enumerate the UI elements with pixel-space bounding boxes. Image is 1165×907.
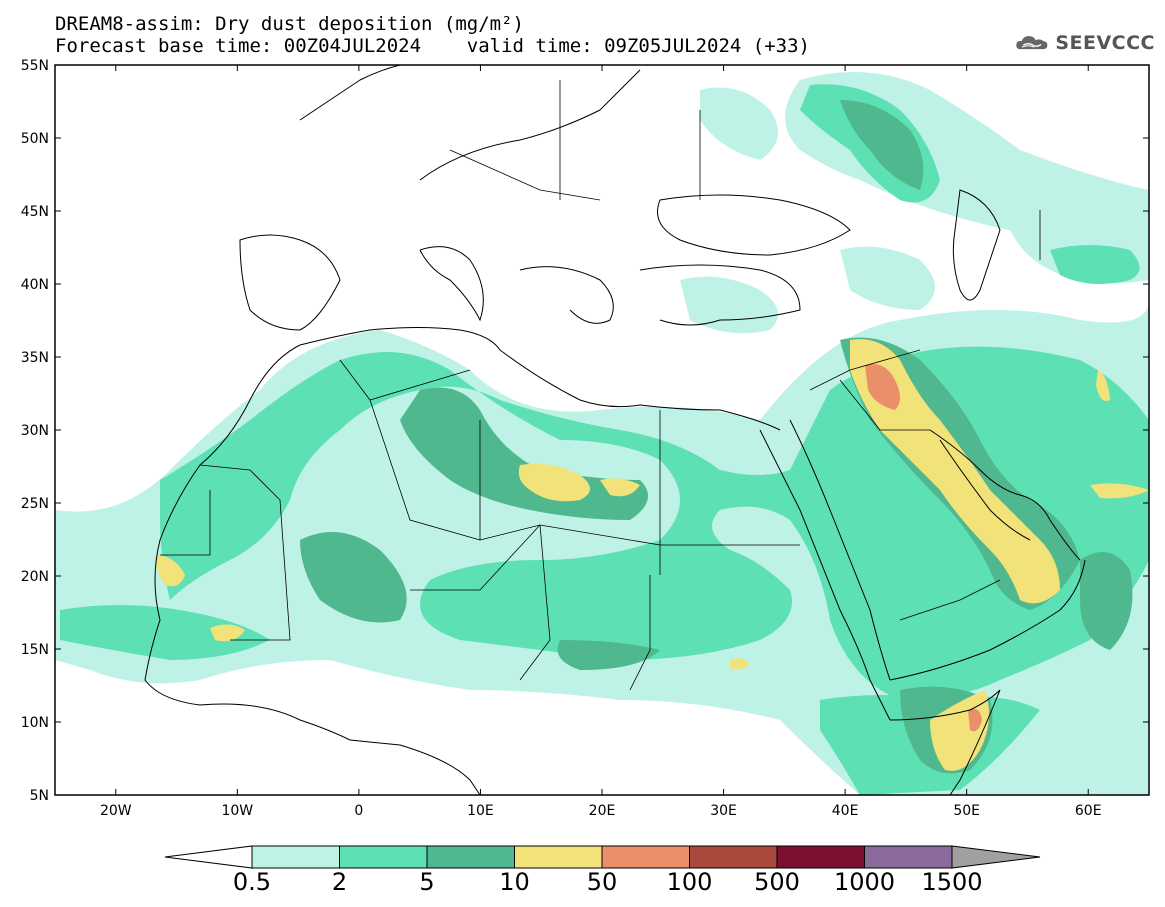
colorbar-label: 50 (587, 868, 618, 896)
coastlines (144, 65, 1086, 795)
logo-text: SEEVCCC (1055, 32, 1155, 54)
colorbar-swatch (426, 845, 515, 869)
lon-tick-label: 30E (710, 803, 737, 819)
colorbar-swatch (251, 845, 340, 869)
lat-tick-label: 50N (21, 131, 49, 147)
colorbar-under-triangle (164, 845, 253, 869)
longitude-ticks (115, 65, 1089, 795)
lat-tick-label: 10N (21, 715, 49, 731)
lat-tick-label: 30N (21, 423, 49, 439)
colorbar-label: 500 (754, 868, 800, 896)
lon-tick-label: 60E (1075, 803, 1102, 819)
seevccc-logo: SEEVCCC (1015, 28, 1155, 58)
colorbar-label: 5 (419, 868, 434, 896)
latitude-labels: 5N 10N 15N 20N 25N 30N 35N 40N 45N 50N 55N (21, 58, 49, 804)
lon-tick-label: 20E (589, 803, 616, 819)
lat-tick-label: 40N (21, 277, 49, 293)
lat-tick-label: 55N (21, 58, 49, 74)
lat-tick-label: 5N (30, 788, 49, 804)
colorbar-swatch (514, 845, 603, 869)
longitude-labels: 20W 10W 0 10E 20E 30E 40E 50E 60E (100, 803, 1102, 819)
colorbar: 0.5 2 5 10 50 100 500 1000 1500 (164, 845, 1041, 896)
lat-tick-label: 20N (21, 569, 49, 585)
colorbar-label: 1000 (834, 868, 895, 896)
lon-tick-label: 40E (832, 803, 859, 819)
map-title: DREAM8-assim: Dry dust deposition (mg/m²… (55, 13, 524, 35)
lon-tick-label: 10E (467, 803, 494, 819)
lon-tick-label: 20W (100, 803, 132, 819)
lat-tick-label: 35N (21, 350, 49, 366)
lat-tick-label: 25N (21, 496, 49, 512)
colorbar-label: 10 (499, 868, 530, 896)
lat-tick-label: 45N (21, 204, 49, 220)
colorbar-swatch (776, 845, 865, 869)
cloud-icon (1016, 36, 1048, 50)
lon-tick-label: 0 (354, 803, 363, 819)
colorbar-label: 100 (667, 868, 713, 896)
forecast-time-subtitle: Forecast base time: 00Z04JUL2024 valid t… (55, 35, 810, 57)
latitude-ticks (55, 64, 1149, 796)
deposition-level-5 (865, 364, 982, 732)
deposition-level-4 (155, 339, 1149, 771)
country-borders (160, 80, 1041, 691)
lat-tick-label: 15N (21, 642, 49, 658)
lon-tick-label: 10W (221, 803, 253, 819)
colorbar-over-triangle (951, 845, 1041, 869)
colorbar-label: 1500 (921, 868, 982, 896)
colorbar-label: 0.5 (233, 868, 271, 896)
colorbar-swatch (864, 845, 953, 869)
colorbar-swatch (339, 845, 428, 869)
lon-tick-label: 50E (953, 803, 980, 819)
colorbar-label: 2 (332, 868, 347, 896)
dust-field (55, 65, 1149, 795)
colorbar-swatch (689, 845, 778, 869)
colorbar-swatch (601, 845, 690, 869)
